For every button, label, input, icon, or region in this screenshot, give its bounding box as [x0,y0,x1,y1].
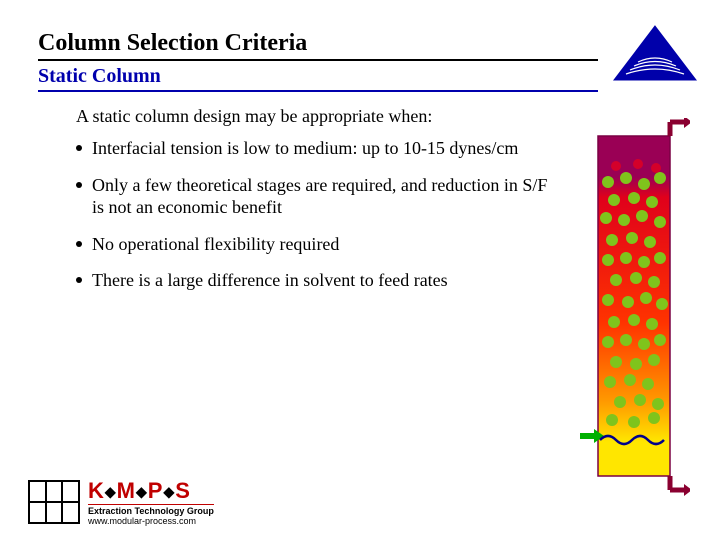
bullet-icon [76,145,82,151]
list-item: There is a large difference in solvent t… [76,269,556,292]
column-diagram [580,118,690,498]
bullet-icon [76,182,82,188]
corner-logo-icon [612,24,698,82]
list-item: Only a few theoretical stages are requir… [76,174,556,219]
footer-logo: K◆M◆P◆S Extraction Technology Group www.… [28,478,214,526]
bullet-text: There is a large difference in solvent t… [92,269,448,292]
brand-subtitle: Extraction Technology Group [88,504,214,516]
schematic-icon [28,480,80,524]
brand-block: K◆M◆P◆S Extraction Technology Group www.… [88,478,214,526]
brand-url: www.modular-process.com [88,516,214,526]
bullet-text: Only a few theoretical stages are requir… [92,174,556,219]
page-title: Column Selection Criteria [38,30,598,61]
bullet-list: Interfacial tension is low to medium: up… [76,137,556,292]
list-item: No operational flexibility required [76,233,556,256]
list-item: Interfacial tension is low to medium: up… [76,137,556,160]
page-subtitle: Static Column [38,65,598,92]
bullet-icon [76,241,82,247]
brand-name: K◆M◆P◆S [88,478,214,504]
bullet-icon [76,277,82,283]
bullet-text: No operational flexibility required [92,233,339,256]
bullet-text: Interfacial tension is low to medium: up… [92,137,518,160]
